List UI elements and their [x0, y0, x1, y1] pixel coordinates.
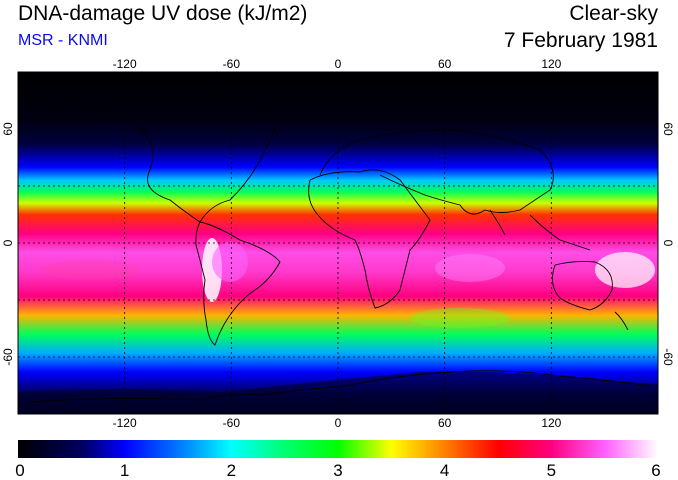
southeast-asia-outline — [489, 209, 591, 251]
longitude-label-bottom: -120 — [113, 416, 137, 430]
australia-outline — [551, 260, 613, 311]
eurasia-outline — [319, 129, 554, 215]
longitude-label-top: -60 — [223, 57, 241, 71]
antarctica-outline — [29, 370, 651, 403]
coastlines — [29, 94, 651, 403]
map-title: DNA-damage UV dose (kJ/m2) — [18, 2, 308, 25]
latitude-label-left: 0 — [1, 239, 15, 246]
colorbar-label: 0 — [15, 461, 24, 480]
colorbar — [18, 440, 658, 458]
longitude-labels-top: -120 -60 0 60 120 — [113, 57, 562, 71]
colorbar-label: 2 — [227, 461, 236, 480]
southern-indian-patch — [410, 308, 510, 328]
source-label: MSR - KNMI — [18, 32, 108, 49]
colorbar-label: 3 — [333, 461, 342, 480]
colorbar-label: 6 — [651, 461, 660, 480]
africa-outline — [308, 169, 431, 309]
longitude-label-top: 0 — [335, 57, 342, 71]
longitude-labels-bottom: -120 -60 0 60 120 — [113, 416, 562, 430]
longitude-label-top: -120 — [113, 57, 137, 71]
graticule — [18, 72, 658, 414]
colorbar-label: 5 — [547, 461, 556, 480]
latitude-label-left: 60 — [1, 122, 15, 136]
latitude-label-right: 0 — [661, 240, 675, 247]
longitude-label-bottom: 120 — [541, 416, 561, 430]
colorbar-label: 1 — [120, 461, 129, 480]
latitude-labels-left: 60 0 -60 — [1, 122, 15, 366]
amazon-hotspot — [212, 242, 248, 282]
indian-ocean-hotspot — [435, 254, 505, 282]
map-frame — [17, 71, 659, 415]
south-america-outline — [195, 221, 281, 346]
colorbar-labels: 0 1 2 3 4 5 6 — [15, 461, 660, 480]
north-america-outline — [49, 94, 281, 223]
longitude-label-bottom: 0 — [335, 416, 342, 430]
longitude-label-top: 60 — [438, 57, 452, 71]
longitude-label-bottom: -60 — [223, 416, 241, 430]
longitude-label-top: 120 — [541, 57, 561, 71]
east-pacific-patch — [40, 260, 140, 280]
latitude-labels-right: 60 0 -60 — [661, 122, 675, 366]
pacific-hotspot — [595, 252, 655, 288]
latitude-label-right: 60 — [661, 122, 675, 136]
sky-condition-label: Clear-sky — [569, 2, 658, 25]
latitude-label-right: -60 — [661, 348, 675, 366]
dose-anomalies — [18, 238, 658, 414]
new-zealand-outline — [614, 311, 629, 331]
longitude-label-bottom: 60 — [438, 416, 452, 430]
latitude-label-left: -60 — [1, 348, 15, 366]
date-label: 7 February 1981 — [503, 29, 658, 52]
colorbar-label: 4 — [440, 461, 449, 480]
